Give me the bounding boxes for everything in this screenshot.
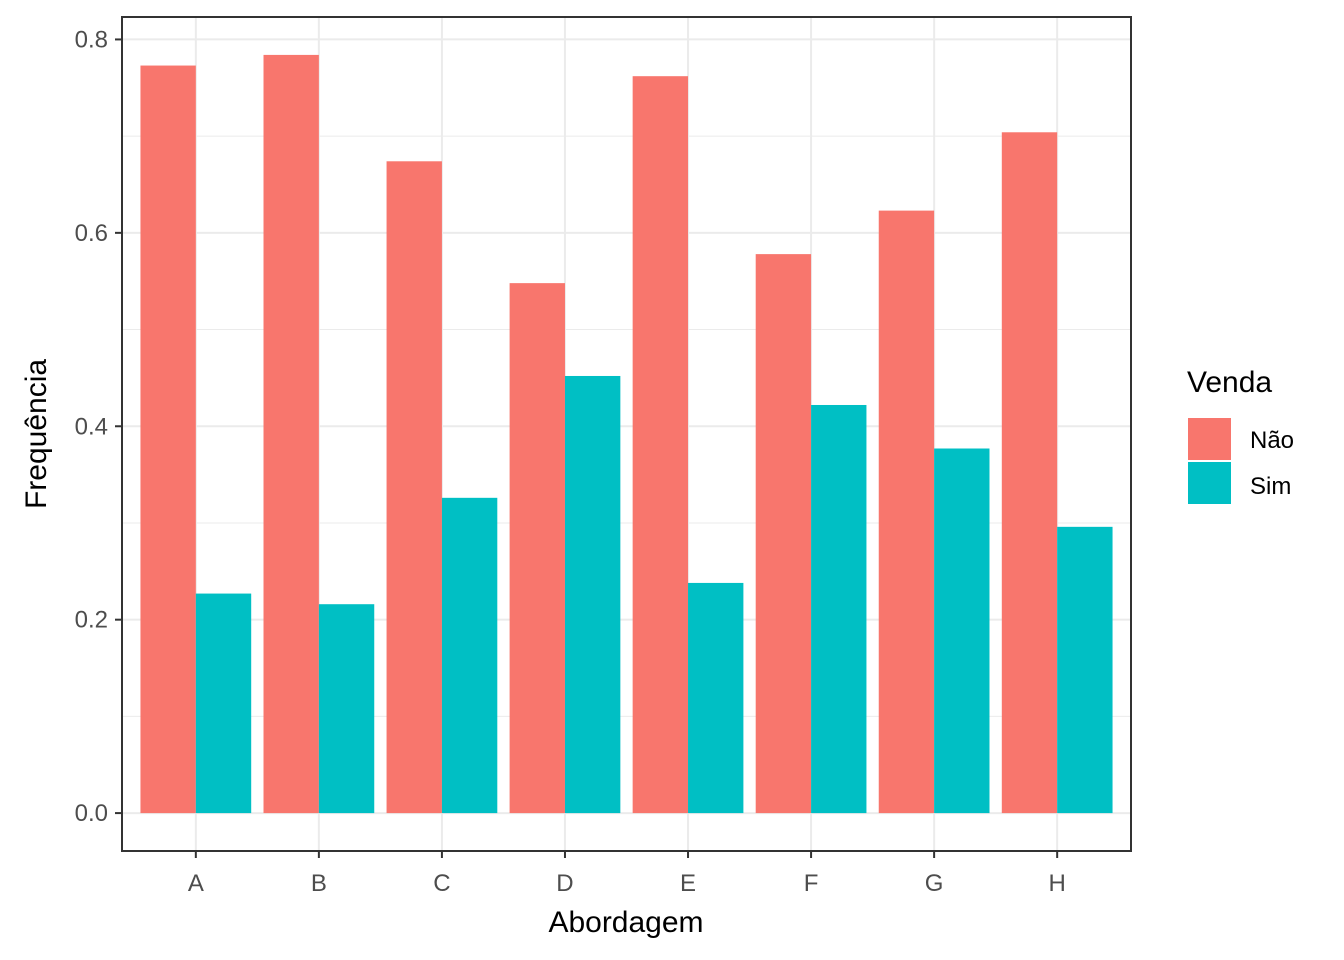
bar-sim-g bbox=[934, 448, 990, 814]
x-tick-label: F bbox=[804, 870, 819, 897]
legend-label-nao: Não bbox=[1250, 427, 1294, 454]
legend-label-sim: Sim bbox=[1250, 473, 1291, 500]
bar-nao-c bbox=[386, 161, 442, 814]
bar-nao-f bbox=[755, 254, 812, 814]
x-tick-label: E bbox=[680, 870, 696, 897]
bar-sim-b bbox=[318, 604, 375, 814]
bar-sim-c bbox=[441, 497, 498, 814]
y-tick-label: 0.4 bbox=[75, 413, 108, 440]
x-tick-label: G bbox=[925, 870, 944, 897]
y-tick-label: 0.6 bbox=[75, 220, 108, 247]
legend-title: Venda bbox=[1187, 366, 1272, 399]
x-tick-label: A bbox=[188, 870, 204, 897]
bar-sim-h bbox=[1057, 526, 1113, 814]
x-tick-label: B bbox=[311, 870, 327, 897]
y-axis-title: Frequência bbox=[20, 359, 53, 509]
bar-nao-b bbox=[263, 54, 319, 814]
legend-swatch-nao bbox=[1188, 418, 1231, 460]
bar-sim-d bbox=[564, 375, 621, 814]
bar-nao-a bbox=[140, 65, 196, 814]
y-axis: 0.0 0.2 0.4 0.6 0.8 bbox=[75, 26, 122, 827]
panel-border bbox=[121, 16, 1132, 852]
bar-sim-e bbox=[688, 582, 744, 814]
x-axis-title: Abordagem bbox=[548, 906, 703, 939]
x-tick-label: C bbox=[433, 870, 450, 897]
y-tick-label: 0.2 bbox=[75, 607, 108, 634]
legend-swatch-sim bbox=[1188, 462, 1231, 504]
bars bbox=[140, 54, 1113, 814]
x-tick-label: H bbox=[1048, 870, 1065, 897]
bar-nao-h bbox=[1001, 132, 1058, 814]
x-tick-label: D bbox=[556, 870, 573, 897]
y-tick-label: 0.8 bbox=[75, 26, 108, 53]
bar-nao-g bbox=[878, 210, 935, 814]
legend: Venda Não Sim bbox=[1187, 366, 1294, 504]
bar-nao-d bbox=[509, 283, 565, 814]
x-axis: A B C D E F G H bbox=[188, 851, 1066, 897]
bar-sim-a bbox=[195, 593, 252, 814]
y-tick-label: 0.0 bbox=[75, 800, 108, 827]
bar-sim-f bbox=[811, 404, 867, 814]
bar-nao-e bbox=[632, 76, 689, 814]
